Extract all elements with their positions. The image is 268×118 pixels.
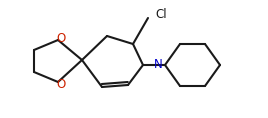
Text: N: N <box>154 59 163 72</box>
Text: O: O <box>56 78 66 91</box>
Text: Cl: Cl <box>155 8 167 21</box>
Text: O: O <box>56 32 66 44</box>
